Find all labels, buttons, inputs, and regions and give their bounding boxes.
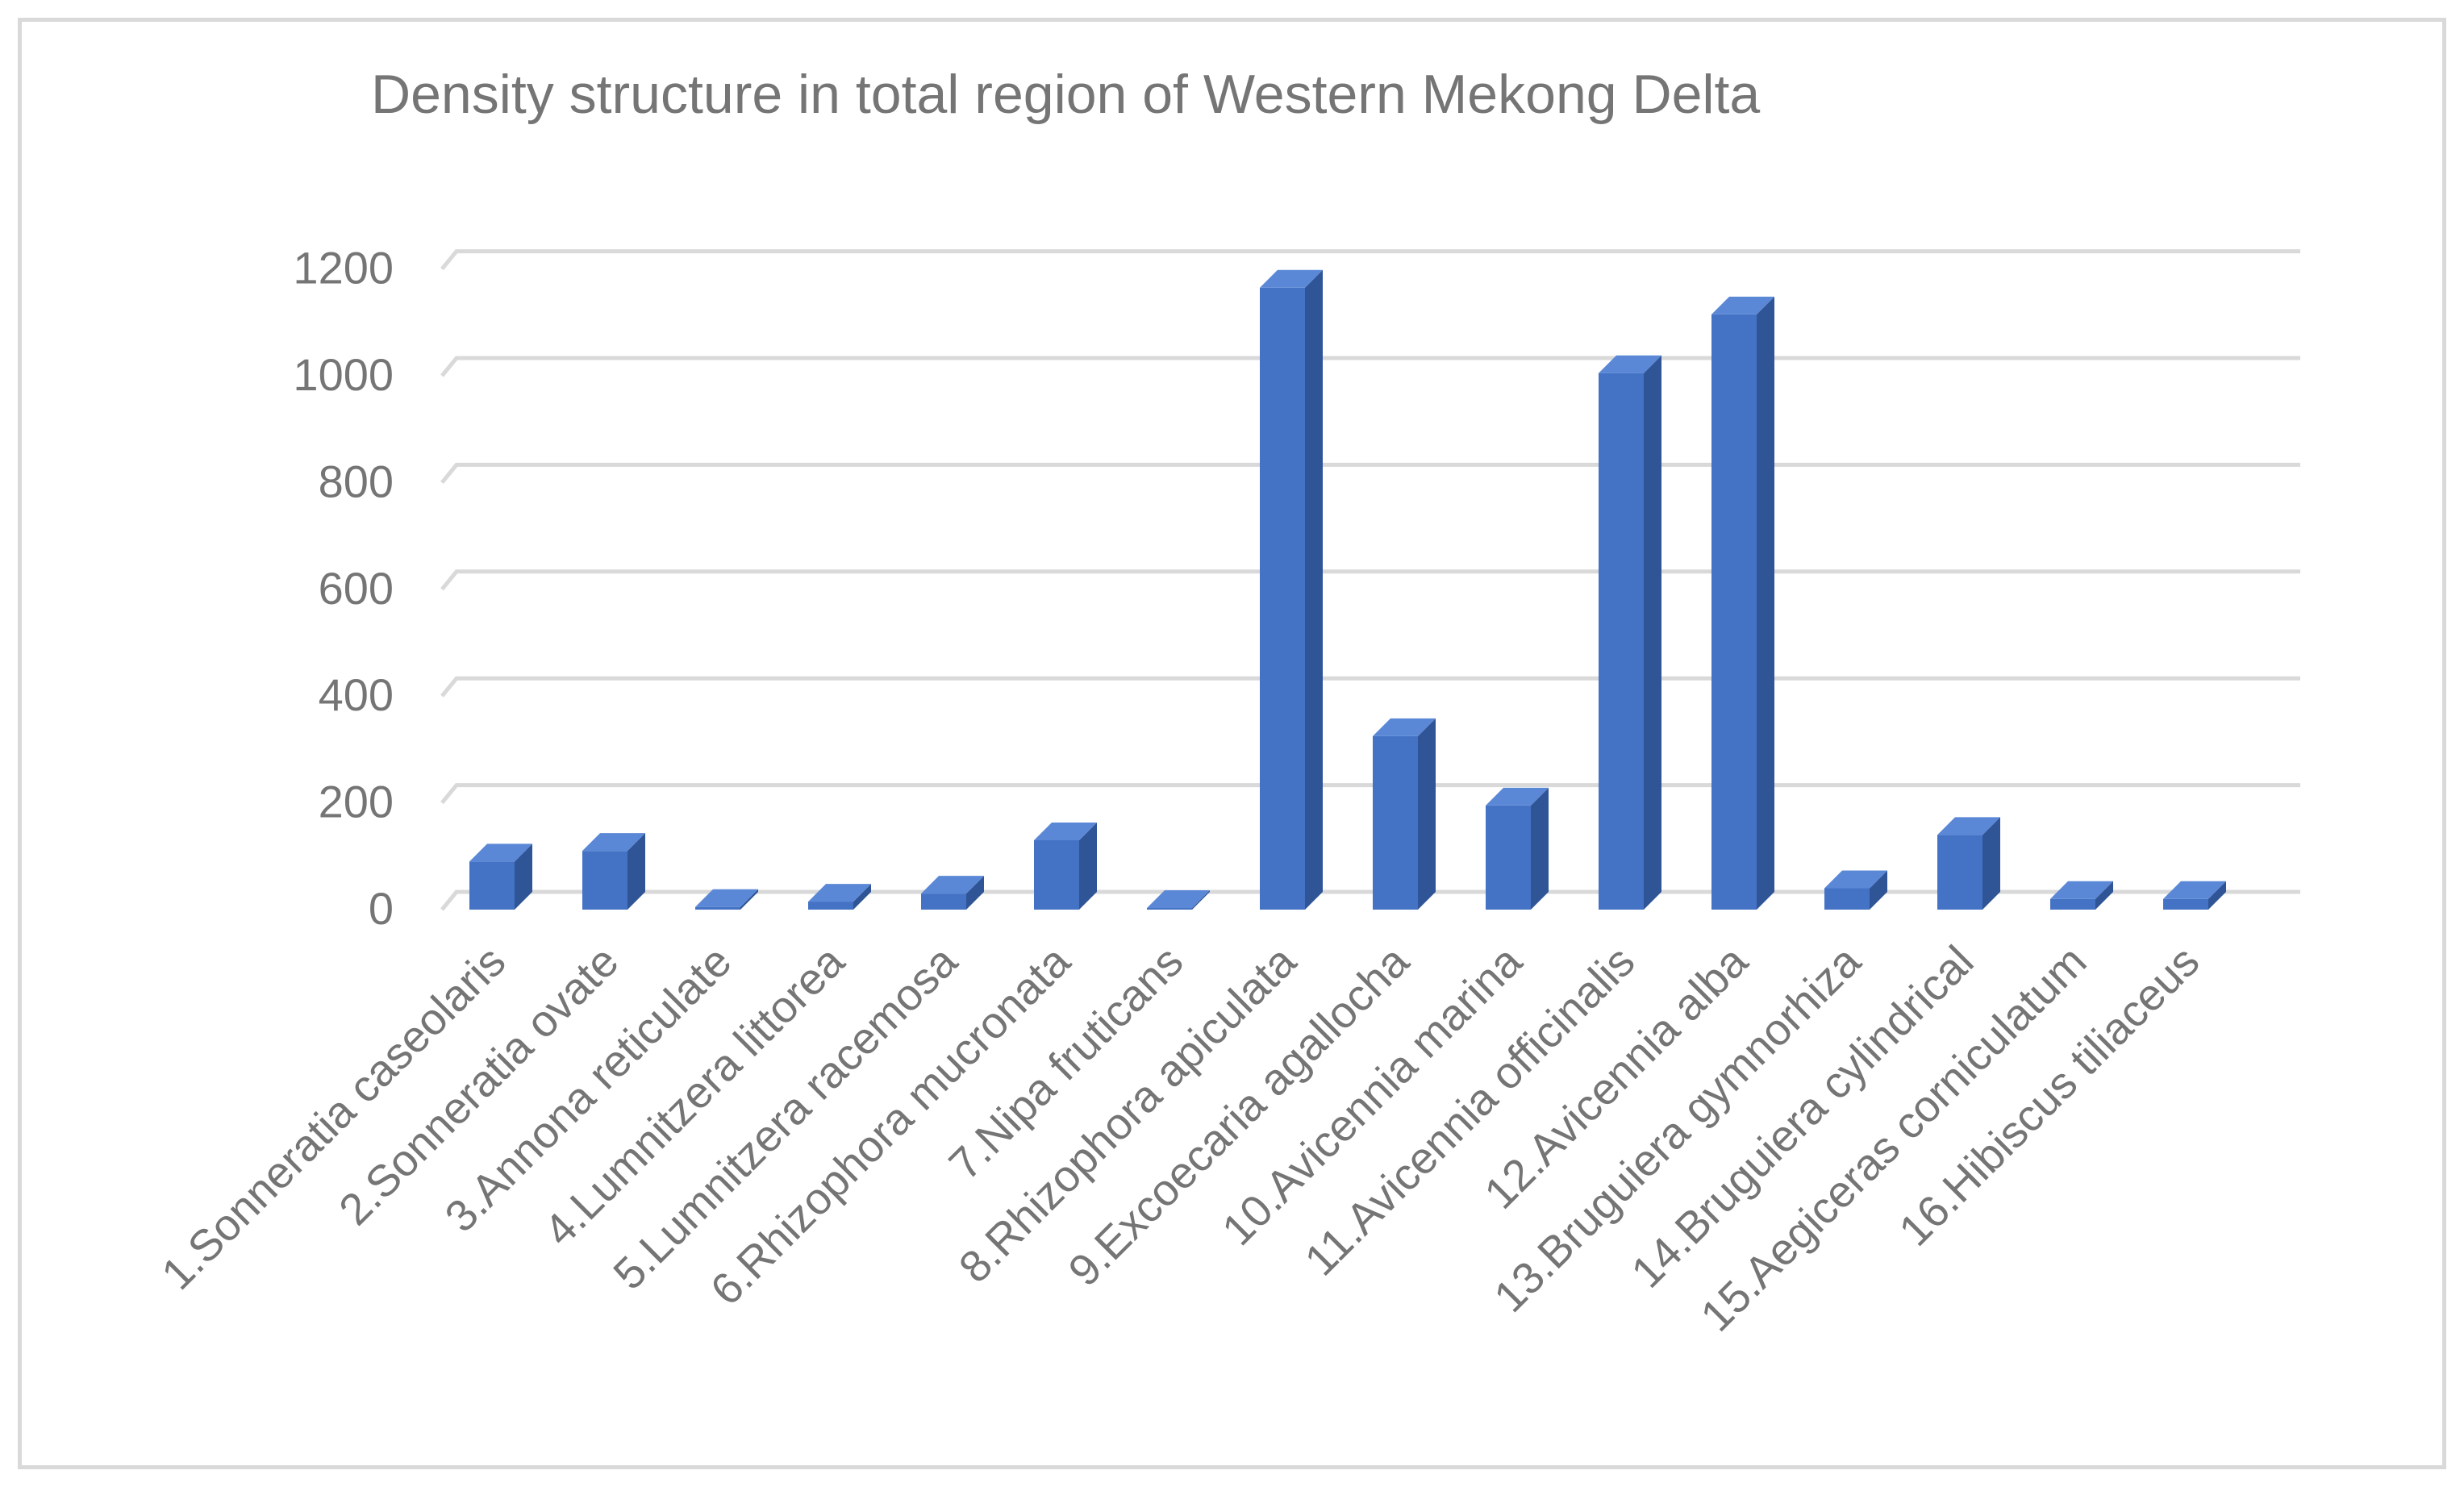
bar-side	[1418, 718, 1436, 910]
bar-side	[1982, 817, 2000, 910]
bar-side	[1305, 269, 1323, 910]
gridline	[440, 356, 2300, 377]
bar-top	[921, 876, 984, 894]
bars	[469, 269, 2226, 910]
bar	[808, 884, 871, 910]
bar-front	[1486, 805, 1531, 910]
bar	[2050, 881, 2113, 910]
bar-top	[1937, 817, 2000, 835]
bar-top	[1711, 296, 1774, 314]
bar-top	[1260, 269, 1323, 288]
bar	[469, 843, 532, 910]
bar-front	[2163, 898, 2208, 910]
bar	[921, 876, 984, 910]
bar-top	[695, 889, 758, 907]
bar-side	[627, 833, 645, 910]
y-tick-label: 400	[319, 669, 394, 720]
bar	[1824, 870, 1887, 910]
y-tick-label: 800	[319, 456, 394, 506]
bar-front	[469, 861, 515, 910]
bar	[582, 833, 645, 910]
bar-front	[1147, 908, 1192, 910]
bar-front	[582, 851, 627, 910]
bar-top	[808, 884, 871, 902]
bar-front	[2050, 898, 2095, 910]
bar-top	[582, 833, 645, 852]
bar-top	[1147, 890, 1210, 909]
bar-front	[1599, 373, 1644, 910]
bar	[1034, 822, 1097, 910]
y-tick-label: 200	[319, 777, 394, 827]
bar	[695, 889, 758, 910]
gridlines	[440, 249, 2300, 911]
bar-side	[966, 876, 984, 910]
bar	[1373, 718, 1436, 910]
bar-front	[1711, 314, 1757, 910]
bar-side	[740, 889, 758, 910]
y-tick-label: 1200	[293, 243, 394, 294]
bar-side	[853, 884, 871, 910]
y-tick-label: 1000	[293, 349, 394, 400]
bar-top	[1486, 787, 1549, 806]
y-tick-label: 600	[319, 563, 394, 614]
bar-side	[1531, 787, 1549, 910]
bar-side	[2095, 881, 2113, 910]
bar-top	[469, 843, 532, 862]
chart-title: Density structure in total region of Wes…	[371, 64, 1760, 125]
bar-top	[2050, 881, 2113, 899]
bar-top	[1824, 870, 1887, 889]
bar-front	[1034, 839, 1079, 910]
gridline	[440, 569, 2300, 591]
bar-side	[2208, 881, 2226, 910]
bar-front	[921, 893, 966, 910]
bar-side	[1644, 355, 1661, 910]
bar-front	[808, 902, 853, 910]
bar-front	[1260, 287, 1305, 910]
bar	[1260, 269, 1323, 910]
bar-top	[1373, 718, 1436, 736]
gridline	[440, 676, 2300, 698]
bar-top	[1034, 822, 1097, 840]
bar-front	[1937, 835, 1982, 910]
bar-side	[515, 843, 532, 910]
chart-frame	[18, 18, 2446, 1469]
bar	[1486, 787, 1549, 910]
bar	[1711, 296, 1774, 910]
gridline	[440, 249, 2300, 271]
bar-front	[1824, 888, 1870, 910]
bar	[1147, 890, 1210, 910]
bar	[1599, 355, 1661, 910]
bar-top	[2163, 881, 2226, 899]
y-axis-tick-labels: 0 200 400 600 800 1000 1200	[293, 243, 394, 934]
bar-front	[1373, 735, 1418, 910]
bar-side	[1757, 296, 1774, 910]
gridline	[440, 462, 2300, 484]
bar-top	[1599, 355, 1661, 373]
bar	[2163, 881, 2226, 910]
gridline	[440, 783, 2300, 805]
bar-side	[1192, 890, 1210, 910]
bar-side	[1079, 822, 1097, 910]
bar-side	[1870, 870, 1887, 910]
y-tick-label: 0	[369, 883, 394, 934]
bar-front	[695, 906, 740, 910]
bar	[1937, 817, 2000, 910]
gridline	[440, 889, 2300, 911]
